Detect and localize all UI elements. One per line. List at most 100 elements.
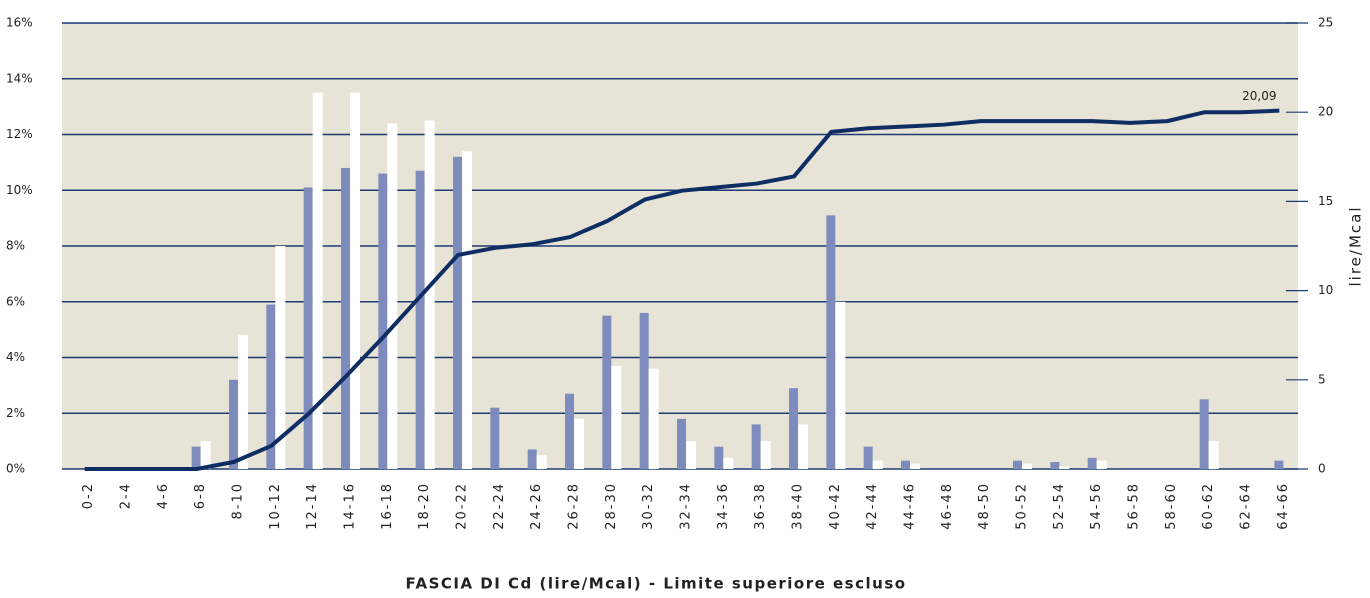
bar bbox=[574, 418, 584, 469]
bar bbox=[789, 388, 798, 469]
bar bbox=[602, 315, 612, 469]
bar bbox=[200, 441, 211, 469]
x-tick-label: 60-62 bbox=[1201, 482, 1216, 530]
x-tick-label: 16-18 bbox=[380, 482, 395, 530]
x-tick-label: 6-8 bbox=[193, 482, 208, 509]
bar bbox=[714, 446, 724, 469]
bar bbox=[565, 393, 574, 469]
bar bbox=[424, 120, 435, 469]
bar bbox=[341, 167, 350, 469]
bar bbox=[191, 446, 201, 469]
bar bbox=[229, 379, 238, 469]
x-tick-label: 42-44 bbox=[865, 482, 880, 530]
bar bbox=[462, 151, 472, 469]
bar bbox=[1050, 462, 1060, 469]
bar bbox=[1013, 460, 1022, 469]
x-axis-label: FASCIA DI Cd (lire/Mcal) - Limite superi… bbox=[405, 575, 906, 593]
bar bbox=[312, 92, 323, 469]
x-tick-label: 8-10 bbox=[231, 482, 246, 520]
bar bbox=[648, 368, 659, 469]
bar bbox=[863, 446, 873, 469]
bar bbox=[1022, 463, 1032, 469]
bar bbox=[303, 187, 313, 469]
bar bbox=[835, 301, 846, 469]
bar bbox=[677, 418, 686, 469]
x-tick-label: 2-4 bbox=[119, 482, 134, 509]
x-tick-label: 38-40 bbox=[791, 482, 806, 530]
x-tick-label: 44-46 bbox=[903, 482, 918, 530]
x-tick-label: 30-32 bbox=[641, 482, 656, 530]
x-tick-label: 52-54 bbox=[1052, 482, 1067, 530]
x-tick-label: 12-14 bbox=[305, 482, 320, 530]
y2-tick-label: 15 bbox=[1318, 194, 1333, 208]
y2-tick-label: 25 bbox=[1318, 16, 1333, 30]
x-tick-label: 36-38 bbox=[753, 482, 768, 530]
bar bbox=[378, 173, 388, 469]
x-tick-label: 48-50 bbox=[977, 482, 992, 530]
x-tick-label: 10-12 bbox=[268, 482, 283, 530]
y-tick-label: 6% bbox=[6, 294, 25, 308]
bar bbox=[1274, 460, 1284, 469]
bar bbox=[1096, 460, 1107, 469]
bar bbox=[527, 449, 537, 469]
y-tick-label: 2% bbox=[6, 406, 25, 420]
bar bbox=[1208, 441, 1219, 469]
bar bbox=[387, 123, 398, 469]
x-tick-label: 62-64 bbox=[1239, 482, 1254, 530]
bar bbox=[1059, 466, 1070, 469]
bar bbox=[536, 455, 547, 469]
y2-tick-label: 20 bbox=[1318, 105, 1333, 119]
bar bbox=[639, 312, 649, 469]
x-tick-label: 28-30 bbox=[604, 482, 619, 530]
bar bbox=[238, 335, 248, 469]
bar bbox=[490, 407, 500, 469]
x-tick-label: 40-42 bbox=[828, 482, 843, 530]
y-tick-label: 8% bbox=[6, 239, 25, 253]
bar bbox=[415, 170, 425, 470]
y-tick-label: 10% bbox=[6, 183, 33, 197]
y2-tick-label: 10 bbox=[1318, 283, 1333, 297]
bar bbox=[1199, 399, 1209, 469]
bar bbox=[901, 460, 910, 469]
x-tick-label: 24-26 bbox=[529, 482, 544, 530]
x-tick-label: 26-28 bbox=[567, 482, 582, 530]
x-tick-label: 18-20 bbox=[417, 482, 432, 530]
y-tick-label: 0% bbox=[6, 462, 25, 476]
x-tick-label: 22-24 bbox=[492, 482, 507, 530]
bar bbox=[910, 463, 920, 469]
y-tick-label: 4% bbox=[6, 350, 25, 364]
x-tick-label: 20-22 bbox=[455, 482, 470, 530]
bar bbox=[453, 156, 462, 470]
x-tick-label: 32-34 bbox=[679, 482, 694, 530]
bar bbox=[350, 92, 360, 469]
bar bbox=[751, 424, 761, 469]
bar bbox=[723, 457, 734, 469]
bar bbox=[872, 460, 883, 469]
bar bbox=[1087, 457, 1097, 469]
bar bbox=[611, 365, 622, 469]
bar bbox=[760, 441, 771, 469]
y2-tick-label: 5 bbox=[1318, 372, 1326, 386]
x-tick-label: 54-56 bbox=[1089, 482, 1104, 530]
bar bbox=[686, 441, 696, 469]
bar bbox=[798, 424, 808, 469]
x-tick-label: 58-60 bbox=[1164, 482, 1179, 530]
bar bbox=[266, 304, 276, 469]
x-tick-label: 64-66 bbox=[1276, 482, 1291, 530]
x-tick-label: 34-36 bbox=[716, 482, 731, 530]
x-tick-label: 0-2 bbox=[81, 482, 96, 509]
x-tick-label: 4-6 bbox=[156, 482, 171, 509]
y-tick-label: 16% bbox=[6, 16, 33, 30]
y2-axis-label: lire/Mcal bbox=[1347, 205, 1365, 286]
bar bbox=[826, 215, 836, 469]
line bbox=[84, 108, 1280, 471]
x-tick-label: 46-48 bbox=[940, 482, 955, 530]
y2-tick-label: 0 bbox=[1318, 462, 1326, 476]
x-tick-label: 50-52 bbox=[1015, 482, 1030, 530]
y-tick-label: 12% bbox=[6, 127, 33, 141]
bar bbox=[275, 246, 286, 469]
x-tick-label: 56-58 bbox=[1127, 482, 1142, 530]
x-tick-label: 14-16 bbox=[343, 482, 358, 530]
y-tick-label: 14% bbox=[6, 71, 33, 85]
